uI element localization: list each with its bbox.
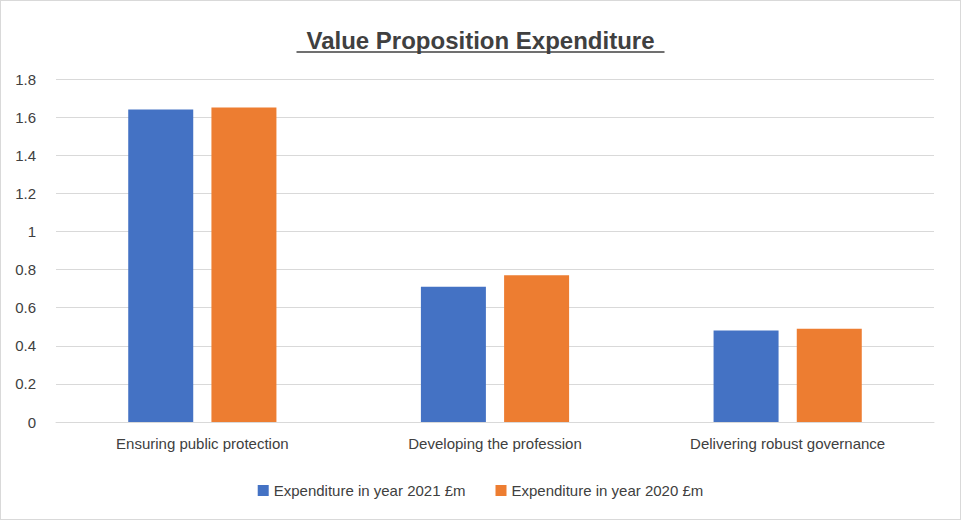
svg-text:0.8: 0.8 [15, 261, 36, 278]
svg-text:1.4: 1.4 [15, 147, 36, 164]
svg-text:0.6: 0.6 [15, 299, 36, 316]
svg-text:Expenditure in year 2021 £m: Expenditure in year 2021 £m [274, 482, 466, 499]
svg-text:Developing the profession: Developing the profession [408, 435, 581, 452]
svg-text:Ensuring public protection: Ensuring public protection [116, 435, 289, 452]
svg-text:1.8: 1.8 [15, 71, 36, 88]
svg-text:1: 1 [28, 223, 36, 240]
svg-text:Value Proposition Expenditure: Value Proposition Expenditure [306, 27, 654, 54]
svg-text:0.2: 0.2 [15, 375, 36, 392]
svg-text:Expenditure in year 2020 £m: Expenditure in year 2020 £m [512, 482, 704, 499]
svg-text:1.6: 1.6 [15, 109, 36, 126]
svg-text:Delivering robust governance: Delivering robust governance [690, 435, 885, 452]
svg-text:0.4: 0.4 [15, 337, 36, 354]
svg-text:1.2: 1.2 [15, 185, 36, 202]
svg-text:0: 0 [28, 414, 36, 431]
